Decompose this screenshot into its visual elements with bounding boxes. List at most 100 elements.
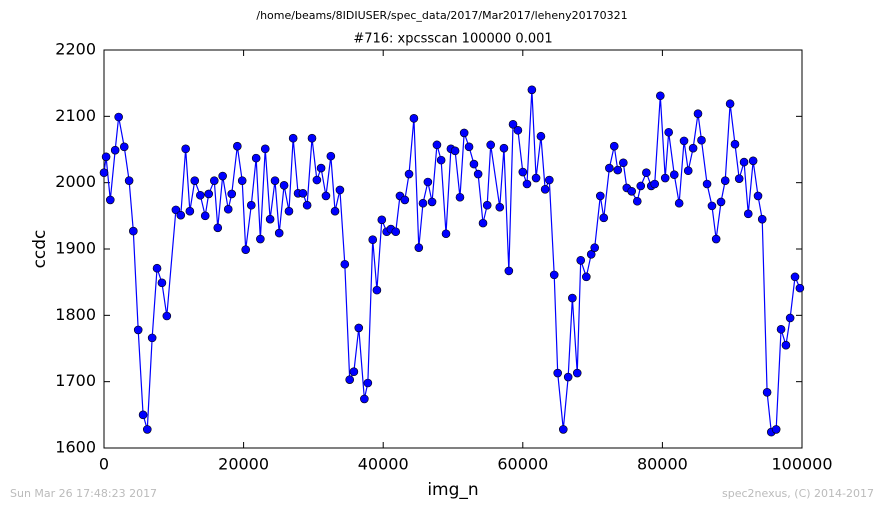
data-point xyxy=(409,114,419,123)
data-point xyxy=(119,142,129,152)
data-point xyxy=(105,195,115,205)
data-point xyxy=(464,142,474,152)
data-point xyxy=(693,109,703,118)
data-point xyxy=(450,146,460,156)
data-point xyxy=(284,206,294,216)
data-point xyxy=(233,141,242,151)
data-point xyxy=(642,168,651,178)
footer-right: spec2nexus, (C) 2014-2017 xyxy=(722,487,874,500)
data-point xyxy=(664,127,673,137)
data-point xyxy=(321,191,331,201)
data-point xyxy=(776,324,786,334)
data-point xyxy=(748,156,758,166)
data-point xyxy=(518,167,528,177)
data-point xyxy=(771,425,781,434)
data-point xyxy=(674,198,684,208)
data-point xyxy=(432,140,442,150)
data-point xyxy=(725,99,735,109)
data-point xyxy=(504,266,514,276)
data-point xyxy=(513,125,523,135)
data-point xyxy=(138,410,148,420)
data-point xyxy=(613,165,623,175)
suptitle: /home/beams/8IDIUSER/spec_data/2017/Mar2… xyxy=(256,9,627,22)
data-point xyxy=(181,144,190,154)
y-tick-label: 1800 xyxy=(55,305,96,324)
data-point xyxy=(400,195,410,205)
data-point xyxy=(110,145,120,155)
data-point xyxy=(200,211,210,221)
data-point xyxy=(360,394,369,404)
data-point xyxy=(316,163,326,173)
data-point xyxy=(241,245,250,254)
data-point xyxy=(256,234,265,244)
data-point xyxy=(279,181,289,190)
data-point xyxy=(605,163,614,173)
data-point xyxy=(326,151,336,161)
chart-title: #716: xpcsscan 100000 0.001 xyxy=(353,32,552,47)
data-point xyxy=(711,234,721,244)
data-point xyxy=(418,198,428,208)
data-point xyxy=(190,176,200,185)
data-point xyxy=(441,229,451,239)
data-point xyxy=(762,387,772,397)
data-point xyxy=(459,128,469,138)
data-point xyxy=(302,200,312,210)
data-point xyxy=(391,227,401,237)
data-point xyxy=(656,91,665,101)
data-point xyxy=(545,175,554,185)
data-point xyxy=(218,171,227,181)
data-point xyxy=(739,157,749,167)
data-point xyxy=(499,143,509,153)
data-point xyxy=(265,214,275,224)
data-point xyxy=(683,166,693,176)
data-point xyxy=(99,168,109,178)
data-point xyxy=(508,119,518,129)
data-point xyxy=(522,179,532,189)
data-point xyxy=(527,85,537,95)
data-point xyxy=(540,185,550,194)
x-axis-label: img_n xyxy=(427,480,478,500)
data-point xyxy=(270,176,280,185)
data-point xyxy=(345,375,354,384)
y-tick-label: 2100 xyxy=(55,106,96,125)
data-point xyxy=(478,218,488,228)
data-point xyxy=(213,223,223,233)
data-point xyxy=(101,152,111,162)
data-point xyxy=(572,368,582,378)
data-point xyxy=(414,243,424,252)
data-point xyxy=(340,259,350,269)
data-point xyxy=(716,197,726,207)
x-tick-label: 20000 xyxy=(218,455,269,474)
data-point xyxy=(427,197,437,207)
data-point xyxy=(349,367,359,377)
y-tick-label: 2200 xyxy=(55,40,96,59)
data-point xyxy=(536,131,546,141)
data-point xyxy=(246,200,256,210)
data-point xyxy=(129,226,138,236)
data-point xyxy=(124,176,134,185)
data-point xyxy=(720,176,730,185)
data-point xyxy=(599,213,609,223)
data-point xyxy=(133,325,143,335)
data-point xyxy=(790,272,800,282)
y-tick-label: 1600 xyxy=(55,438,96,457)
data-point xyxy=(743,209,753,219)
data-point xyxy=(330,206,340,216)
data-point xyxy=(312,175,322,185)
data-point xyxy=(372,285,382,295)
data-point xyxy=(531,173,541,183)
data-point xyxy=(436,155,446,165)
data-point xyxy=(227,189,237,199)
y-tick-label: 1700 xyxy=(55,371,96,390)
data-point xyxy=(619,158,628,168)
data-point xyxy=(368,235,378,245)
x-tick-label: 0 xyxy=(99,455,109,474)
data-point xyxy=(377,215,387,225)
data-point xyxy=(176,210,186,220)
data-point xyxy=(576,255,586,265)
data-point xyxy=(455,192,465,202)
data-point xyxy=(114,112,123,122)
data-point xyxy=(209,176,219,185)
data-point xyxy=(363,378,373,388)
data-point xyxy=(795,283,805,293)
